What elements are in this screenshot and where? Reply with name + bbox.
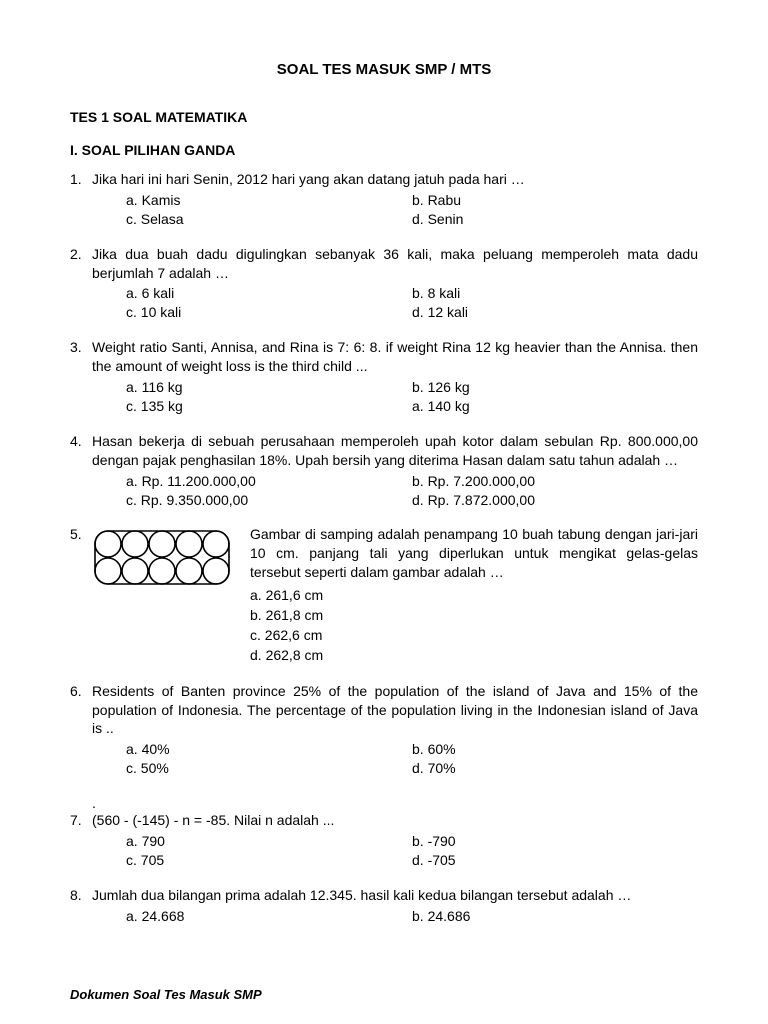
question-4: 4. Hasan bekerja di sebuah perusahaan me… xyxy=(70,432,698,510)
question-number: 7. xyxy=(70,811,82,830)
option-c: c. Selasa xyxy=(126,210,412,229)
option-d: d. 262,8 cm xyxy=(250,646,698,665)
page-title: SOAL TES MASUK SMP / MTS xyxy=(70,60,698,80)
question-number: 1. xyxy=(70,170,82,189)
option-c: c. Rp. 9.350.000,00 xyxy=(126,491,412,510)
options-row: a. 40% c. 50% b. 60% d. 70% xyxy=(92,740,698,778)
options-row: a. 790 c. 705 b. -790 d. -705 xyxy=(92,832,698,870)
question-6: 6. Residents of Banten province 25% of t… xyxy=(70,682,698,778)
page-footer: Dokumen Soal Tes Masuk SMP xyxy=(70,987,262,1002)
question-number: 2. xyxy=(70,245,82,264)
option-d: d. -705 xyxy=(412,851,698,870)
question-text: Residents of Banten province 25% of the … xyxy=(92,683,698,737)
option-a: a. 261,6 cm xyxy=(250,586,698,605)
question-text-wrap: Gambar di samping adalah penampang 10 bu… xyxy=(250,525,698,665)
option-b: b. 24.686 xyxy=(412,907,698,926)
option-c: c. 10 kali xyxy=(126,303,412,322)
question-text: (560 - (-145) - n = -85. Nilai n adalah … xyxy=(92,812,334,828)
question-text: Jika dua buah dadu digulingkan sebanyak … xyxy=(92,246,698,281)
question-3: 3. Weight ratio Santi, Annisa, and Rina … xyxy=(70,338,698,416)
question-2: 2. Jika dua buah dadu digulingkan sebany… xyxy=(70,245,698,323)
question-5: 5. Gambar di samping adalah penampang 10… xyxy=(70,525,698,665)
cylinder-figure xyxy=(92,527,232,665)
option-a: a. Kamis xyxy=(126,191,412,210)
option-c: c. 135 kg xyxy=(126,397,412,416)
tubes-icon xyxy=(92,527,232,591)
option-b: b. 60% xyxy=(412,740,698,759)
option-c: c. 705 xyxy=(126,851,412,870)
options-row: a. 116 kg c. 135 kg b. 126 kg a. 140 kg xyxy=(92,378,698,416)
question-number: 6. xyxy=(70,682,82,701)
option-b: b. 261,8 cm xyxy=(250,606,698,625)
question-text: Jumlah dua bilangan prima adalah 12.345.… xyxy=(92,887,631,903)
option-b: b. Rabu xyxy=(412,191,698,210)
option-b: b. Rp. 7.200.000,00 xyxy=(412,472,698,491)
option-b: b. 126 kg xyxy=(412,378,698,397)
question-8: 8. Jumlah dua bilangan prima adalah 12.3… xyxy=(70,886,698,926)
option-a: a. 790 xyxy=(126,832,412,851)
option-d: a. 140 kg xyxy=(412,397,698,416)
option-a: a. 24.668 xyxy=(126,907,412,926)
question-number: 3. xyxy=(70,338,82,357)
option-a: a. Rp. 11.200.000,00 xyxy=(126,472,412,491)
option-a: a. 6 kali xyxy=(126,284,412,303)
question-number: 4. xyxy=(70,432,82,451)
options-row: a. 24.668 b. 24.686 xyxy=(92,907,698,926)
options-row: a. 6 kali c. 10 kali b. 8 kali d. 12 kal… xyxy=(92,284,698,322)
option-b: b. -790 xyxy=(412,832,698,851)
question-text: Hasan bekerja di sebuah perusahaan mempe… xyxy=(92,433,698,468)
document-page: SOAL TES MASUK SMP / MTS TES 1 SOAL MATE… xyxy=(0,0,768,961)
option-c: c. 50% xyxy=(126,759,412,778)
question-1: 1. Jika hari ini hari Senin, 2012 hari y… xyxy=(70,170,698,229)
option-d: d. Senin xyxy=(412,210,698,229)
options-col: a. 261,6 cm b. 261,8 cm c. 262,6 cm d. 2… xyxy=(250,586,698,665)
question-text: Weight ratio Santi, Annisa, and Rina is … xyxy=(92,339,698,374)
option-c: c. 262,6 cm xyxy=(250,626,698,645)
option-b: b. 8 kali xyxy=(412,284,698,303)
section-heading: I. SOAL PILIHAN GANDA xyxy=(70,141,698,160)
question-text: Gambar di samping adalah penampang 10 bu… xyxy=(250,526,698,580)
test-subtitle: TES 1 SOAL MATEMATIKA xyxy=(70,108,698,127)
option-a: a. 40% xyxy=(126,740,412,759)
option-a: a. 116 kg xyxy=(126,378,412,397)
option-d: d. 12 kali xyxy=(412,303,698,322)
question-7: 7. (560 - (-145) - n = -85. Nilai n adal… xyxy=(70,811,698,870)
options-row: a. Kamis c. Selasa b. Rabu d. Senin xyxy=(92,191,698,229)
question-number: 8. xyxy=(70,886,82,905)
options-row: a. Rp. 11.200.000,00 c. Rp. 9.350.000,00… xyxy=(92,472,698,510)
question-text: Jika hari ini hari Senin, 2012 hari yang… xyxy=(92,171,525,187)
option-d: d. 70% xyxy=(412,759,698,778)
question-number: 5. xyxy=(70,525,82,544)
option-d: d. Rp. 7.872.000,00 xyxy=(412,491,698,510)
